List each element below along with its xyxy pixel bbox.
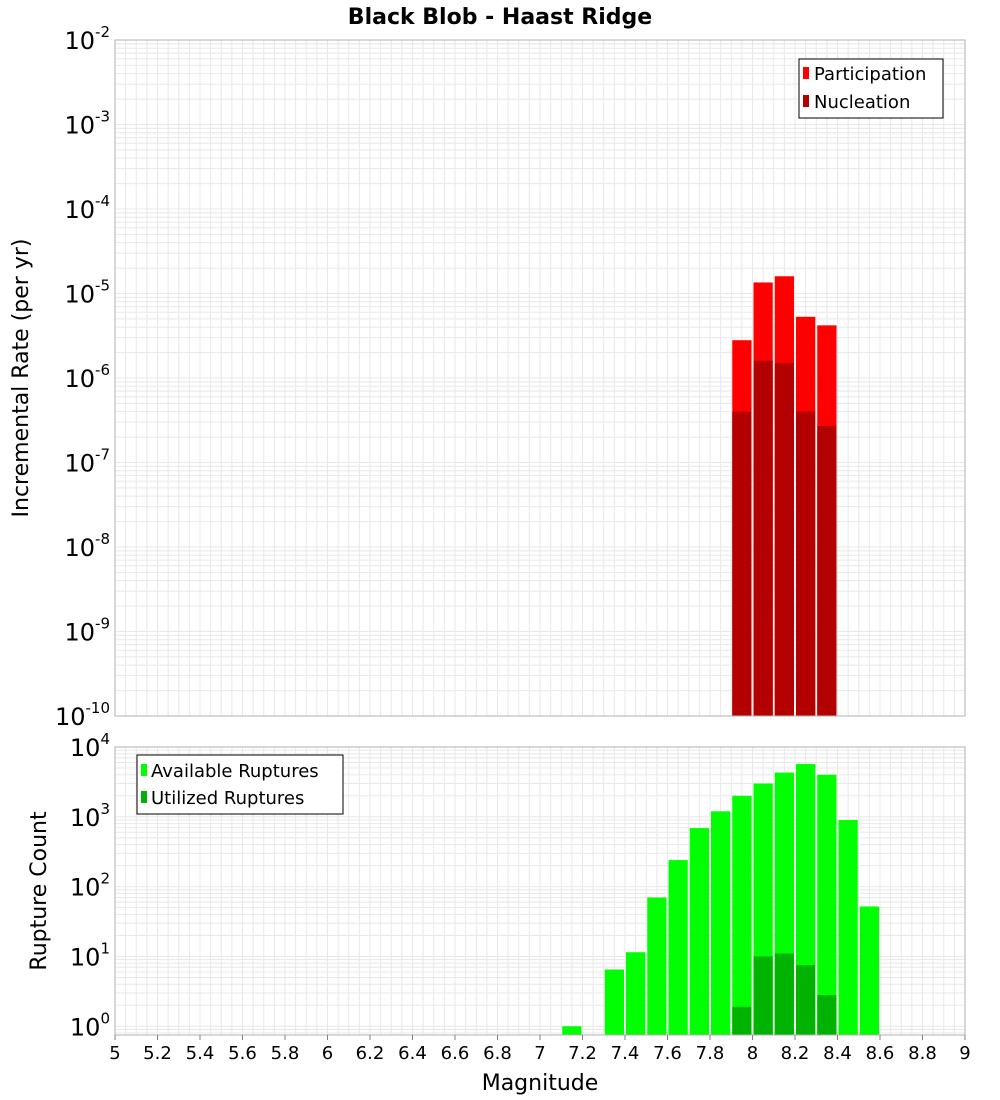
top-y-tick-label: 10-9	[64, 615, 110, 647]
bottom-bar-available-ruptures	[732, 795, 752, 1035]
x-tick-label: 6.4	[398, 1043, 427, 1064]
bottom-bar-available-ruptures	[647, 897, 667, 1035]
top-y-tick-label: 10-10	[55, 699, 110, 731]
legend-label-utilized: Utilized Ruptures	[151, 788, 304, 809]
x-tick-label: 5	[109, 1043, 120, 1064]
x-tick-label: 5.4	[186, 1043, 215, 1064]
bottom-bar-utilized-ruptures	[817, 995, 837, 1035]
bottom-y-tick-label: 101	[70, 939, 110, 971]
bottom-y-tick-label: 100	[70, 1009, 110, 1041]
bottom-y-tick-label: 103	[70, 800, 110, 832]
bottom-y-tick-label: 104	[70, 730, 110, 762]
top-y-axis-label: Incremental Rate (per yr)	[9, 239, 34, 518]
top-y-tick-label: 10-6	[64, 361, 110, 393]
bottom-bar-available-ruptures	[604, 969, 624, 1035]
legend-label-participation: Participation	[814, 64, 926, 85]
x-tick-label: 6.6	[441, 1043, 470, 1064]
rupture-count-panel: 100 101 102 103 104 Rupture Count Available …	[27, 730, 971, 1064]
top-y-tick-label: 10-8	[64, 530, 110, 562]
bottom-y-ticks: 100 101 102 103 104	[70, 730, 110, 1041]
x-tick-label: 7.6	[653, 1043, 682, 1064]
bottom-y-axis-label: Rupture Count	[27, 811, 52, 971]
legend-swatch-utilized	[141, 791, 147, 803]
top-bar-nucleation	[796, 411, 816, 716]
legend-label-nucleation: Nucleation	[814, 92, 910, 113]
top-y-tick-label: 10-3	[64, 108, 110, 140]
incremental-rate-panel: 10-10 10-9 10-8 10-7 10-6 10-5 10-4 10-3 10-2 In…	[9, 23, 966, 731]
bottom-bar-available-ruptures	[838, 820, 858, 1035]
bottom-bar-utilized-ruptures	[732, 1006, 752, 1035]
legend-swatch-nucleation	[803, 95, 809, 107]
bottom-bar-available-ruptures	[562, 1026, 582, 1035]
bottom-bar-utilized-ruptures	[796, 965, 816, 1035]
top-bar-nucleation	[732, 411, 752, 716]
x-tick-label: 7.4	[611, 1043, 640, 1064]
x-tick-label: 8.8	[908, 1043, 937, 1064]
bottom-y-tick-label: 102	[70, 870, 110, 902]
top-y-tick-label: 10-2	[64, 23, 110, 55]
legend-label-available: Available Ruptures	[151, 761, 319, 782]
x-tick-label: 9	[959, 1043, 970, 1064]
x-tick-label: 6	[322, 1043, 333, 1064]
top-legend: Participation Nucleation	[798, 58, 944, 119]
bottom-bar-utilized-ruptures	[753, 956, 773, 1035]
top-bar-nucleation	[817, 426, 837, 716]
x-tick-label: 5.8	[271, 1043, 300, 1064]
x-tick-label: 7.2	[568, 1043, 597, 1064]
top-grid	[114, 39, 966, 717]
top-bars	[732, 276, 837, 716]
top-bar-nucleation	[753, 360, 773, 716]
bottom-legend-box	[136, 754, 344, 815]
x-tick-label: 6.8	[483, 1043, 512, 1064]
bottom-bars	[562, 764, 879, 1035]
bottom-bar-available-ruptures	[817, 774, 837, 1035]
bottom-bar-available-ruptures	[711, 811, 731, 1035]
x-tick-label: 7	[534, 1043, 545, 1064]
x-tick-label: 8	[747, 1043, 758, 1064]
x-tick-label: 7.8	[696, 1043, 725, 1064]
x-tick-label: 6.2	[356, 1043, 385, 1064]
top-y-tick-label: 10-5	[64, 277, 110, 309]
x-tick-label: 8.6	[866, 1043, 895, 1064]
legend-swatch-available	[141, 764, 147, 776]
x-tick-label: 5.2	[143, 1043, 172, 1064]
x-tick-label: 8.4	[823, 1043, 852, 1064]
top-legend-box	[798, 58, 944, 119]
x-ticks: 5 5.2 5.4 5.6 5.8 6 6.2 6.4 6.6 6.8 7 7.2 7.4 7.6 7.8 8…	[109, 1035, 971, 1064]
top-y-ticks: 10-10 10-9 10-8 10-7 10-6 10-5 10-4 10-3 10-2	[55, 23, 110, 731]
top-y-tick-label: 10-7	[64, 446, 110, 478]
bottom-bar-utilized-ruptures	[774, 953, 794, 1035]
x-axis-label: Magnitude	[482, 1071, 599, 1096]
top-bar-nucleation	[774, 363, 794, 716]
top-y-tick-label: 10-4	[64, 192, 110, 224]
legend-swatch-participation	[803, 67, 809, 79]
x-tick-label: 8.2	[781, 1043, 810, 1064]
x-tick-label: 5.6	[228, 1043, 257, 1064]
top-plot-frame	[114, 39, 966, 717]
bottom-bar-available-ruptures	[859, 906, 879, 1035]
bottom-legend: Available Ruptures Utilized Ruptures	[136, 754, 344, 815]
chart-title: Black Blob - Haast Ridge	[348, 5, 652, 30]
bottom-bar-available-ruptures	[626, 952, 646, 1035]
bottom-bar-available-ruptures	[689, 828, 709, 1035]
bottom-bar-available-ruptures	[668, 860, 688, 1035]
